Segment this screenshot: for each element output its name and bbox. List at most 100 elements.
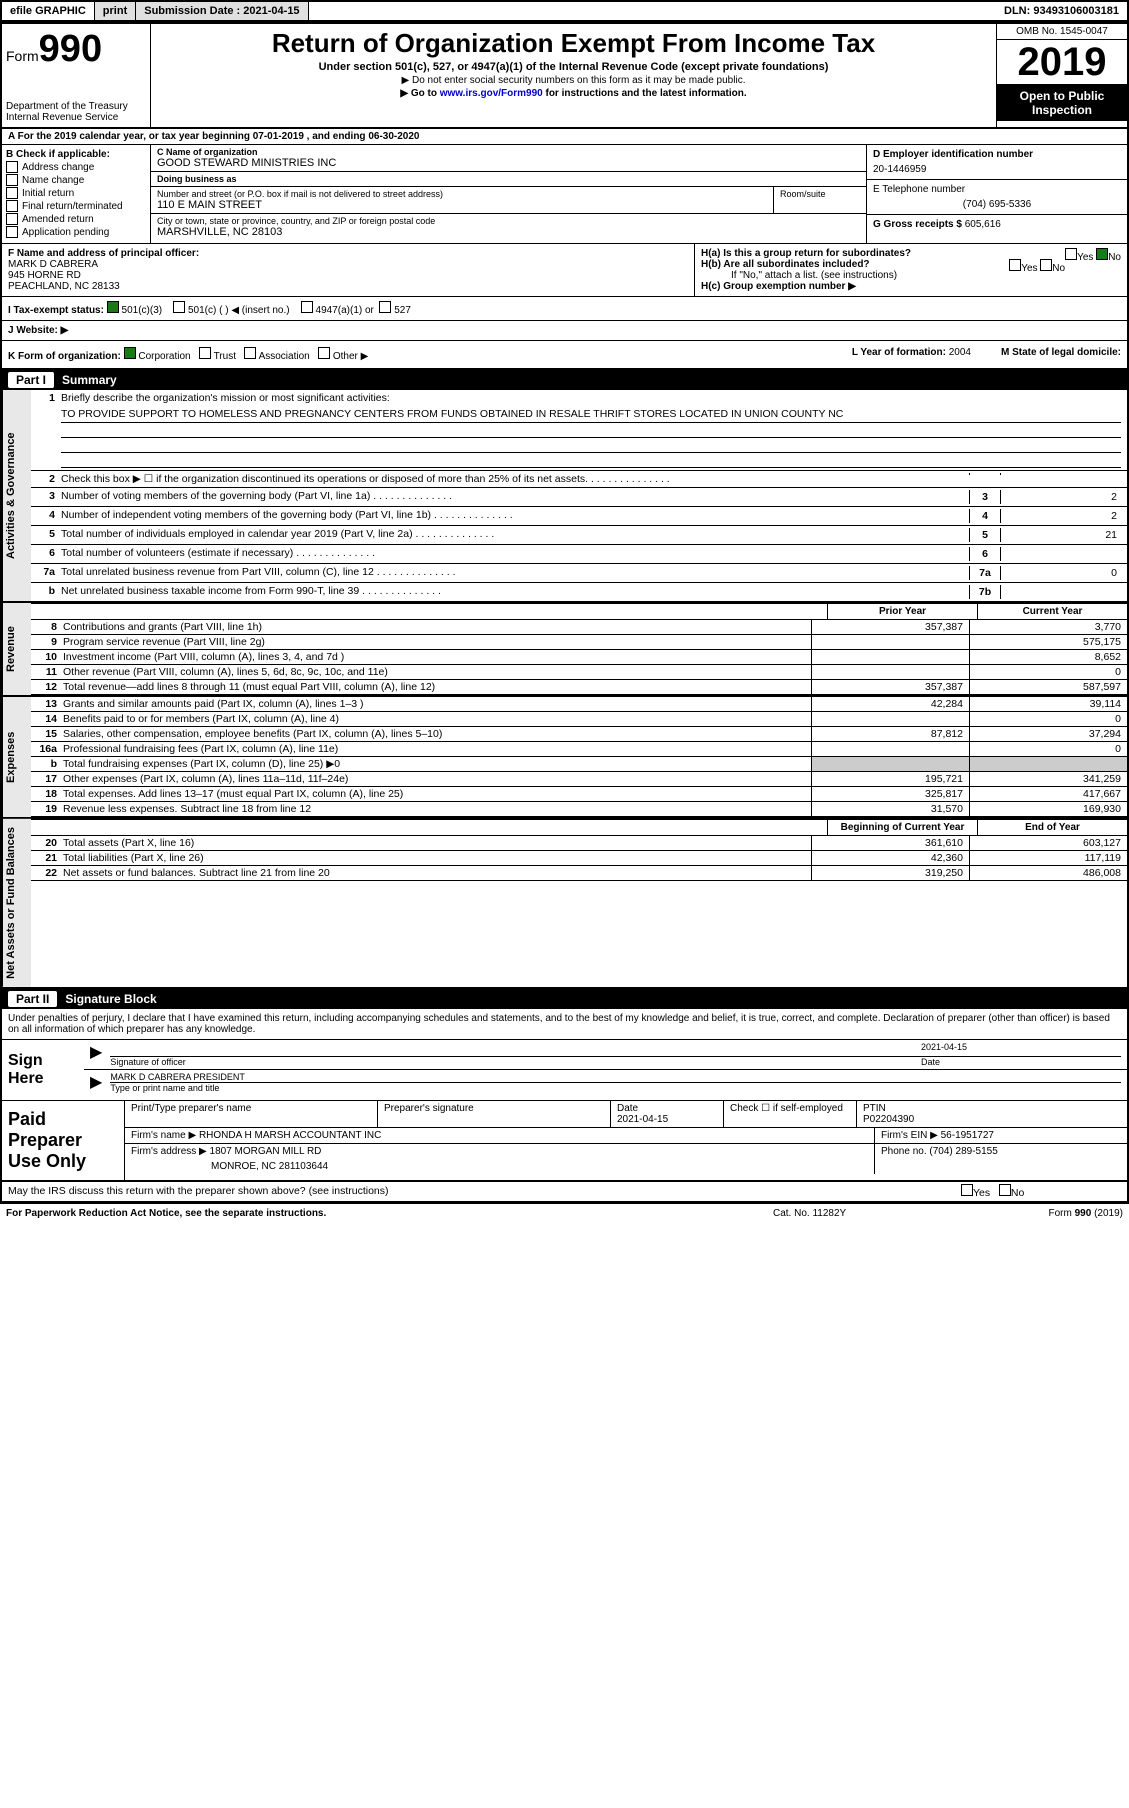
- row-l: L Year of formation: 2004: [852, 347, 971, 362]
- rev-header: Prior Year Current Year: [31, 603, 1127, 620]
- prior-year-val: 325,817: [811, 787, 969, 801]
- prep-date-val: 2021-04-15: [617, 1114, 717, 1125]
- line-text: Number of independent voting members of …: [61, 509, 969, 521]
- checkbox-icon[interactable]: [1040, 259, 1052, 271]
- spacer: [31, 820, 827, 835]
- checkbox-icon[interactable]: [1065, 248, 1077, 260]
- phone-lbl: Phone no.: [881, 1146, 927, 1157]
- cb-name-change[interactable]: Name change: [6, 174, 146, 186]
- line-num: 11: [31, 665, 63, 679]
- line-num: 3: [35, 490, 61, 502]
- org-name-row: C Name of organization GOOD STEWARD MINI…: [151, 145, 866, 172]
- block-d: D Employer identification number 20-1446…: [867, 145, 1127, 180]
- cb-label: Amended return: [22, 214, 94, 225]
- checkbox-checked-icon[interactable]: [124, 347, 136, 359]
- cb-final-return[interactable]: Final return/terminated: [6, 200, 146, 212]
- prep-self-cell: Check ☐ if self-employed: [724, 1101, 857, 1127]
- sig-officer-line: ▶ Signature of officer 2021-04-15 Date: [84, 1040, 1127, 1070]
- row-j: J Website: ▶: [2, 321, 1127, 341]
- cb-address-change[interactable]: Address change: [6, 161, 146, 173]
- irs-link[interactable]: www.irs.gov/Form990: [440, 88, 543, 99]
- checkbox-icon[interactable]: [173, 301, 185, 313]
- discuss-text: May the IRS discuss this return with the…: [8, 1184, 961, 1199]
- dots: [588, 473, 670, 485]
- subtitle-3: ▶ Go to www.irs.gov/Form990 for instruct…: [159, 88, 988, 99]
- checkbox-icon[interactable]: [199, 347, 211, 359]
- line-num: 17: [31, 772, 63, 786]
- cb-label: Name change: [22, 175, 84, 186]
- table-row: 22 Net assets or fund balances. Subtract…: [31, 866, 1127, 881]
- line-num: 13: [31, 697, 63, 711]
- checkbox-icon[interactable]: [379, 301, 391, 313]
- begin-year-hdr: Beginning of Current Year: [827, 820, 977, 835]
- cb-initial-return[interactable]: Initial return: [6, 187, 146, 199]
- self-employed: Check ☐ if self-employed: [730, 1103, 850, 1114]
- line-text: Total unrelated business revenue from Pa…: [61, 566, 969, 578]
- sig-name: MARK D CABRERA PRESIDENT Type or print n…: [110, 1072, 1121, 1093]
- j-label: J Website: ▶: [8, 325, 68, 336]
- arrow-icon: ▶: [90, 1072, 102, 1093]
- header-center: Return of Organization Exempt From Incom…: [151, 24, 996, 127]
- sub3-post: for instructions and the latest informat…: [543, 88, 747, 99]
- line-text: Total fundraising expenses (Part IX, col…: [63, 757, 811, 771]
- sign-fields: ▶ Signature of officer 2021-04-15 Date ▶…: [84, 1040, 1127, 1100]
- dln-value: 93493106003181: [1033, 5, 1119, 17]
- prior-year-val: 87,812: [811, 727, 969, 741]
- block-g: G Gross receipts $ 605,616: [867, 215, 1127, 234]
- checkbox-icon[interactable]: [244, 347, 256, 359]
- ha-label: H(a) Is this a group return for subordin…: [701, 248, 911, 259]
- yes-label: Yes: [973, 1187, 990, 1199]
- footer-cat: Cat. No. 11282Y: [773, 1208, 973, 1219]
- checkbox-icon[interactable]: [301, 301, 313, 313]
- header-left: Form990 Department of the Treasury Inter…: [2, 24, 151, 127]
- sig-date: 2021-04-15 Date: [921, 1042, 1121, 1067]
- city-row: City or town, state or province, country…: [151, 214, 866, 240]
- section-label-rev: Revenue: [2, 603, 31, 695]
- table-row: 10 Investment income (Part VIII, column …: [31, 650, 1127, 665]
- table-row: 21 Total liabilities (Part X, line 26) 4…: [31, 851, 1127, 866]
- mission-blank: [61, 423, 1121, 438]
- discuss-label: May the IRS discuss this return with the…: [8, 1185, 389, 1197]
- line-num: 14: [31, 712, 63, 726]
- dots: [293, 547, 375, 559]
- footer-form-no: 990: [1075, 1208, 1092, 1219]
- 527: 527: [394, 305, 411, 316]
- ag-lines: 2 Check this box ▶ ☐ if the organization…: [31, 470, 1127, 601]
- hc-label: H(c) Group exemption number ▶: [701, 281, 1121, 292]
- block-e: E Telephone number (704) 695-5336: [867, 180, 1127, 215]
- line-text: Salaries, other compensation, employee b…: [63, 727, 811, 741]
- dots: [370, 490, 452, 502]
- line-text: Net assets or fund balances. Subtract li…: [63, 866, 811, 880]
- line-num: 7a: [35, 566, 61, 578]
- line-num: 4: [35, 509, 61, 521]
- prior-year-val: 195,721: [811, 772, 969, 786]
- cb-app-pending[interactable]: Application pending: [6, 226, 146, 238]
- checkbox-icon[interactable]: [999, 1184, 1011, 1196]
- prep-date-hdr: Date: [617, 1103, 717, 1114]
- line-text: Total expenses. Add lines 13–17 (must eq…: [63, 787, 811, 801]
- prep-date-cell: Date2021-04-15: [611, 1101, 724, 1127]
- line-val: 21: [1001, 528, 1123, 542]
- cb-amended[interactable]: Amended return: [6, 213, 146, 225]
- table-row: 11 Other revenue (Part VIII, column (A),…: [31, 665, 1127, 680]
- sig-label: Signature of officer: [110, 1057, 921, 1067]
- signature-intro: Under penalties of perjury, I declare th…: [2, 1009, 1127, 1040]
- checkbox-icon[interactable]: [961, 1184, 973, 1196]
- checkbox-checked-icon[interactable]: [1096, 248, 1108, 260]
- line-text: Total number of volunteers (estimate if …: [61, 547, 969, 559]
- ein-lbl: Firm's EIN ▶: [881, 1130, 938, 1141]
- section-label-na: Net Assets or Fund Balances: [2, 819, 31, 987]
- line-text: Other revenue (Part VIII, column (A), li…: [63, 665, 811, 679]
- line-num: 1: [35, 392, 61, 404]
- footer-right: Form 990 (2019): [973, 1208, 1123, 1219]
- table-row: 16a Professional fundraising fees (Part …: [31, 742, 1127, 757]
- sig-blank[interactable]: [110, 1042, 921, 1057]
- print-button[interactable]: print: [95, 2, 136, 20]
- street-cell: Number and street (or P.O. box if mail i…: [151, 187, 774, 213]
- checkbox-checked-icon[interactable]: [107, 301, 119, 313]
- trust: Trust: [214, 351, 236, 362]
- line-text: Check this box ▶ ☐ if the organization d…: [61, 473, 969, 485]
- checkbox-icon[interactable]: [318, 347, 330, 359]
- arrow-icon: ▶: [90, 1042, 102, 1067]
- checkbox-icon[interactable]: [1009, 259, 1021, 271]
